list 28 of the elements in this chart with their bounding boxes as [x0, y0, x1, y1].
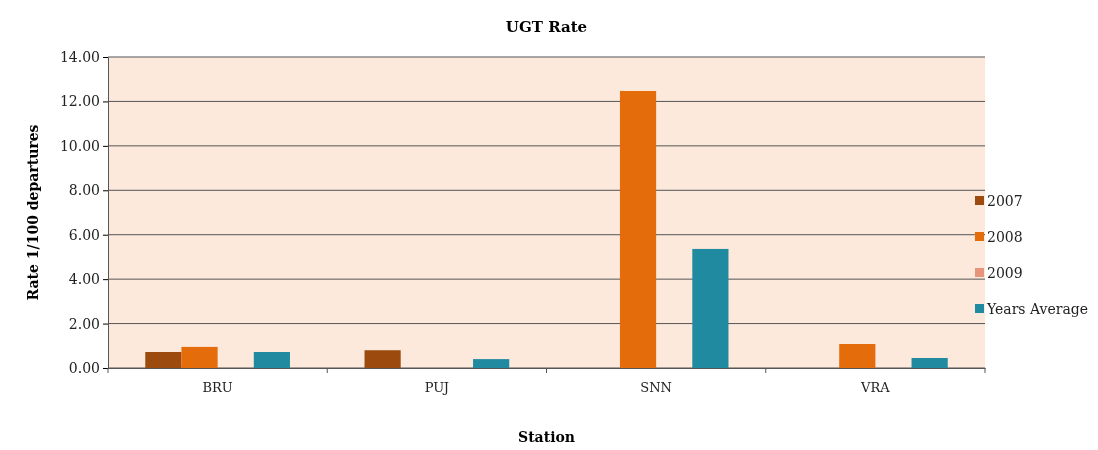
- x-axis-title: Station: [518, 429, 575, 445]
- bar: [692, 248, 729, 368]
- y-tick-label: 2.00: [68, 315, 100, 332]
- legend-label: 2007: [987, 193, 1023, 209]
- legend-label: 2008: [987, 229, 1023, 245]
- y-tick-label: 4.00: [68, 271, 100, 288]
- bar: [364, 350, 401, 368]
- bar: [253, 352, 290, 368]
- y-tick-label: 12.00: [59, 93, 100, 110]
- y-tick-label: 0.00: [68, 359, 100, 376]
- bar: [145, 352, 182, 368]
- x-tick-label: PUJ: [424, 379, 450, 395]
- y-axis-title: Rate 1/100 departures: [25, 124, 41, 301]
- bar: [911, 358, 948, 368]
- x-tick-label: VRA: [860, 379, 891, 395]
- bar: [181, 346, 218, 368]
- y-tick-label: 8.00: [68, 182, 100, 199]
- x-tick-label: BRU: [202, 379, 233, 395]
- y-tick-label: 6.00: [68, 226, 100, 243]
- chart-title: UGT Rate: [505, 18, 588, 36]
- bar: [473, 359, 510, 368]
- x-tick-label: SNN: [640, 379, 672, 395]
- y-tick-label: 14.00: [59, 48, 100, 65]
- bar: [619, 90, 657, 368]
- y-tick-label: 10.00: [59, 137, 100, 154]
- legend-label: 2009: [987, 265, 1023, 281]
- legend-label: Years Average: [986, 301, 1089, 317]
- bar: [839, 344, 876, 368]
